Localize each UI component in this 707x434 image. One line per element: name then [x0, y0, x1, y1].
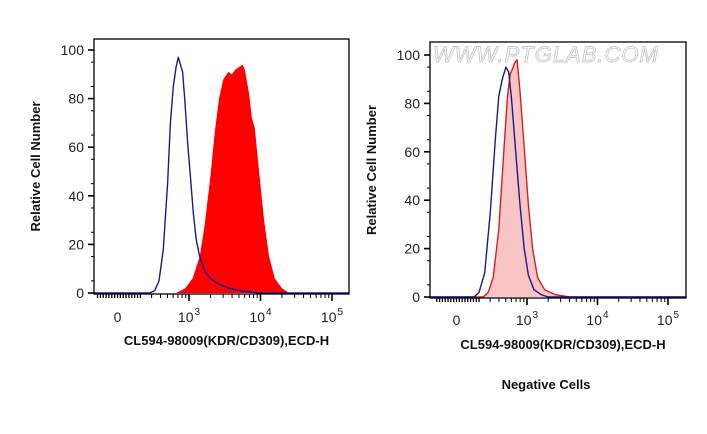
plot-area	[430, 59, 686, 298]
y-axis: 0 20 40 60 80 100	[397, 47, 430, 305]
watermark: WWW.PTGLAB.COM	[433, 42, 659, 67]
x-tick-label: 104	[249, 307, 272, 325]
x-tick-label: 105	[657, 310, 680, 328]
x-axis-title: CL594-98009(KDR/CD309),ECD-H	[460, 337, 665, 352]
y-tick-label: 20	[68, 236, 84, 252]
y-axis-title: Relative Cell Number	[28, 101, 43, 231]
histogram-panel-negative: WWW.PTGLAB.COM 0 20 40 60 80 100 0 103 104 105 R…	[364, 41, 687, 392]
x-tick-label: 0	[453, 312, 461, 328]
y-tick-label: 20	[404, 241, 420, 257]
plot-area	[94, 56, 349, 294]
y-tick-label: 80	[68, 91, 84, 107]
y-tick-label: 80	[404, 95, 420, 111]
y-tick-label: 40	[68, 188, 84, 204]
y-tick-label: 60	[404, 144, 420, 160]
y-tick-label: 60	[68, 139, 84, 155]
plot-frame	[429, 41, 687, 299]
y-tick-label: 100	[397, 47, 421, 63]
y-tick-label: 0	[412, 289, 420, 305]
y-axis-title: Relative Cell Number	[364, 105, 379, 235]
histogram-line-kdr-cd309-stained	[430, 59, 686, 298]
y-tick-label: 100	[61, 42, 85, 58]
x-tick-label: 105	[321, 307, 344, 325]
histogram-line-isotype-control	[94, 56, 349, 294]
y-axis: 0 20 40 60 80 100	[61, 42, 94, 301]
x-tick-label: 104	[586, 310, 609, 328]
x-tick-label: 0	[114, 309, 122, 325]
x-axis: 0 103 104 105	[436, 298, 680, 328]
histogram-fill-kdr-cd309-stained	[176, 64, 290, 293]
histogram-line-isotype-control	[430, 66, 686, 298]
y-tick-label: 40	[404, 192, 420, 208]
x-axis: 0 103 104 105	[96, 294, 344, 325]
x-tick-label: 103	[178, 307, 201, 325]
histogram-panel-positive: 0 20 40 60 80 100 0 103 104 105 Relative Cell Nu…	[28, 38, 350, 348]
panel-caption: Negative Cells	[502, 377, 591, 392]
plot-frame	[93, 38, 350, 295]
x-tick-label: 103	[516, 310, 539, 328]
x-axis-title: CL594-98009(KDR/CD309),ECD-H	[124, 333, 329, 348]
y-tick-label: 0	[76, 285, 84, 301]
